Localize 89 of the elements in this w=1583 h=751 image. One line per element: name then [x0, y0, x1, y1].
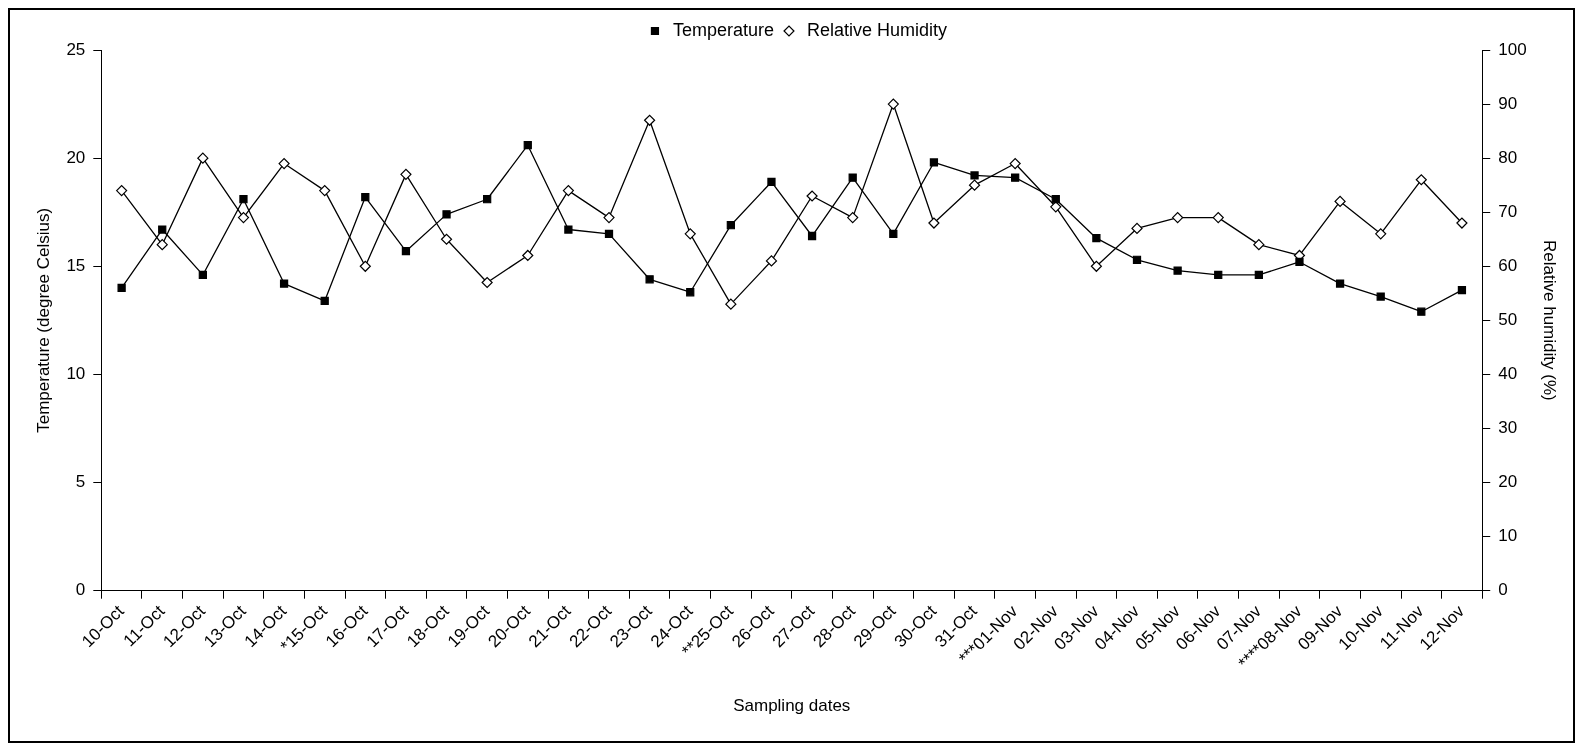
- point: [117, 283, 126, 293]
- y-tick-label: 15: [66, 255, 86, 275]
- point: [1254, 270, 1263, 280]
- y-tick-label: 25: [66, 39, 86, 59]
- y2-tick-label: 90: [1498, 93, 1518, 113]
- legend-label: Temperature: [672, 19, 775, 40]
- point: [483, 195, 492, 204]
- y2-tick-label: 0: [1498, 580, 1508, 600]
- point: [239, 195, 248, 204]
- point: [1253, 239, 1265, 251]
- point: [197, 152, 209, 164]
- point: [847, 212, 859, 224]
- point: [725, 298, 737, 310]
- point: [442, 210, 451, 219]
- point: [1334, 195, 1346, 207]
- point: [361, 192, 370, 202]
- point: [765, 255, 778, 267]
- point: [1214, 270, 1223, 280]
- point: [603, 212, 615, 224]
- point: [359, 260, 371, 272]
- point: [158, 225, 167, 234]
- point: [684, 228, 696, 240]
- point: [807, 231, 817, 241]
- legend-label: Relative Humidity: [807, 19, 948, 40]
- y2-tick-label: 50: [1498, 310, 1518, 330]
- point: [1090, 260, 1102, 272]
- point: [686, 288, 695, 297]
- point: [400, 168, 412, 180]
- y2-tick-label: 100: [1498, 39, 1527, 59]
- point: [1011, 173, 1020, 182]
- x-axis-title: Sampling dates: [733, 696, 851, 716]
- point: [887, 98, 899, 110]
- point: [645, 275, 654, 284]
- point: [1050, 201, 1062, 213]
- point: [562, 184, 574, 197]
- point: [1456, 217, 1468, 229]
- y-axis-title: Temperature (degree Celsius): [33, 207, 53, 433]
- point: [279, 279, 289, 288]
- point: [564, 225, 573, 234]
- point: [401, 247, 411, 256]
- point: [726, 221, 735, 230]
- point: [1457, 285, 1467, 295]
- y2-tick-label: 70: [1498, 201, 1518, 221]
- y2-tick-label: 80: [1498, 147, 1518, 167]
- y-tick-label: 0: [75, 580, 86, 600]
- point: [522, 249, 534, 262]
- point: [1335, 279, 1345, 288]
- point: [1375, 228, 1387, 240]
- point: [806, 190, 818, 202]
- y-tick-label: 5: [75, 472, 86, 492]
- point: [1295, 257, 1304, 267]
- point: [1417, 307, 1426, 316]
- point: [523, 141, 532, 150]
- point: [970, 171, 979, 180]
- point: [156, 239, 168, 251]
- y-tick-label: 20: [66, 147, 86, 167]
- point: [929, 158, 939, 167]
- point: [1092, 234, 1101, 243]
- point: [1132, 255, 1142, 264]
- y-tick-label: 10: [66, 364, 86, 384]
- point: [481, 276, 493, 289]
- point: [320, 296, 329, 306]
- point: [928, 217, 940, 229]
- point: [1009, 157, 1021, 170]
- y2-tick-label: 30: [1498, 418, 1518, 438]
- point: [440, 233, 453, 245]
- point: [604, 229, 614, 238]
- point: [237, 212, 250, 224]
- point: [1131, 222, 1143, 235]
- point: [198, 270, 207, 280]
- point: [278, 157, 290, 170]
- point: [968, 179, 981, 191]
- point: [319, 184, 331, 197]
- point: [1376, 292, 1385, 301]
- y2-tick-label: 20: [1498, 472, 1518, 492]
- y2-tick-label: 60: [1498, 255, 1518, 275]
- point: [767, 177, 776, 187]
- point: [644, 114, 656, 126]
- point: [848, 173, 857, 182]
- point: [1051, 195, 1060, 204]
- y2-tick-label: 10: [1498, 526, 1518, 546]
- y2-axis-title: Relative humidity (%): [1540, 240, 1560, 401]
- point: [1172, 212, 1184, 224]
- point: [1212, 212, 1224, 224]
- point: [889, 229, 898, 238]
- point: [1415, 174, 1427, 186]
- point: [1173, 266, 1182, 275]
- point: [116, 184, 128, 197]
- y2-tick-label: 40: [1498, 364, 1518, 384]
